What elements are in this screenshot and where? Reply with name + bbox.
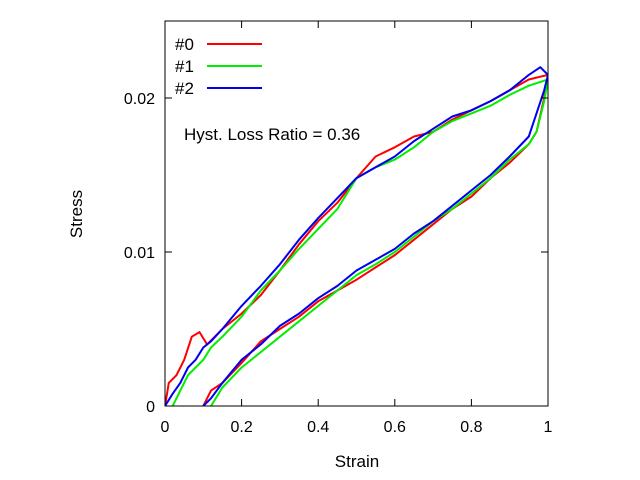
legend-label-0: #0	[175, 35, 194, 54]
series-line-1	[171, 78, 548, 406]
x-tick-label-4: 0.8	[460, 419, 482, 436]
legend-label-1: #1	[175, 57, 194, 76]
series-line-2	[165, 66, 548, 406]
ticks-layer: 0 0.2 0.4 0.6 0.8 1 0 0.01 0.02	[124, 21, 553, 436]
x-axis-title: Strain	[335, 452, 379, 471]
series-layer	[165, 66, 548, 406]
legend-label-2: #2	[175, 79, 194, 98]
legend: #0 #1 #2	[175, 35, 262, 98]
x-tick-label-2: 0.4	[307, 419, 329, 436]
plot-frame	[164, 20, 549, 407]
y-axis-title: Stress	[67, 190, 86, 238]
x-tick-label-3: 0.6	[384, 419, 406, 436]
y-tick-label-2: 0.02	[124, 91, 155, 108]
y-tick-label-0: 0	[146, 399, 155, 416]
annotation-hyst-loss: Hyst. Loss Ratio = 0.36	[184, 125, 360, 144]
y-tick-label-1: 0.01	[124, 245, 155, 262]
x-tick-label-5: 1	[544, 419, 553, 436]
x-tick-label-1: 0.2	[230, 419, 252, 436]
x-tick-label-0: 0	[161, 419, 170, 436]
